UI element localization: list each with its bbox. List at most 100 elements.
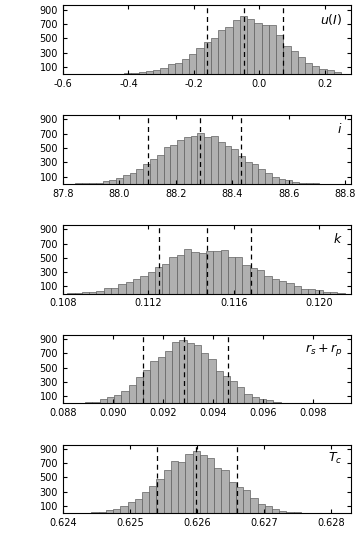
Bar xyxy=(264,276,271,294)
Bar xyxy=(294,512,301,513)
Bar xyxy=(250,498,258,513)
Bar xyxy=(178,463,185,513)
Bar xyxy=(221,470,229,513)
Bar xyxy=(136,377,143,403)
Bar xyxy=(153,70,160,74)
Bar xyxy=(279,511,287,513)
Bar xyxy=(160,68,167,74)
Bar xyxy=(126,282,133,294)
Bar xyxy=(319,69,327,74)
Bar xyxy=(225,146,231,184)
Bar xyxy=(230,381,237,403)
Bar xyxy=(299,182,306,184)
Bar xyxy=(186,343,194,403)
Bar xyxy=(242,265,250,294)
Bar xyxy=(211,136,218,184)
Bar xyxy=(250,268,257,294)
Bar xyxy=(106,510,113,513)
Bar xyxy=(191,136,197,184)
Bar xyxy=(157,155,163,184)
Bar xyxy=(118,284,126,294)
Bar xyxy=(175,62,182,74)
Bar xyxy=(185,454,193,513)
Bar xyxy=(240,16,247,74)
Bar xyxy=(237,388,244,403)
Bar xyxy=(143,370,150,403)
Bar xyxy=(170,257,177,294)
Bar xyxy=(150,361,158,403)
Text: $u(I)$: $u(I)$ xyxy=(320,12,342,27)
Bar xyxy=(114,395,121,403)
Bar xyxy=(315,290,323,294)
Bar xyxy=(204,42,211,74)
Text: $i$: $i$ xyxy=(337,122,342,136)
Bar xyxy=(233,20,240,74)
Bar xyxy=(172,342,179,403)
Bar xyxy=(259,400,266,403)
Bar xyxy=(197,48,204,74)
Bar xyxy=(218,142,225,184)
Bar xyxy=(216,371,223,403)
Bar xyxy=(85,402,92,403)
Bar xyxy=(127,502,135,513)
Bar xyxy=(136,169,143,184)
Text: $k$: $k$ xyxy=(333,232,342,246)
Bar xyxy=(288,402,295,403)
Bar xyxy=(155,267,162,294)
Bar xyxy=(330,292,337,294)
Bar xyxy=(96,183,103,184)
Bar xyxy=(142,492,149,513)
Bar xyxy=(146,71,153,74)
Bar xyxy=(191,252,199,294)
Bar xyxy=(247,19,255,74)
Bar xyxy=(158,357,165,403)
Bar xyxy=(131,73,139,74)
Bar xyxy=(213,251,221,294)
Bar xyxy=(89,292,96,294)
Bar xyxy=(165,351,172,403)
Bar xyxy=(104,288,111,294)
Bar xyxy=(258,504,265,513)
Bar xyxy=(262,26,269,74)
Bar xyxy=(140,275,148,294)
Bar xyxy=(123,175,130,184)
Bar xyxy=(103,181,109,184)
Bar xyxy=(163,147,170,184)
Text: $T_c$: $T_c$ xyxy=(328,451,342,466)
Text: $r_s+r_p$: $r_s+r_p$ xyxy=(305,342,342,358)
Bar xyxy=(308,288,315,294)
Bar xyxy=(207,458,214,513)
Bar xyxy=(218,30,225,74)
Bar xyxy=(306,183,312,184)
Bar xyxy=(116,178,123,184)
Bar xyxy=(156,479,164,513)
Bar xyxy=(201,353,208,403)
Bar xyxy=(121,391,129,403)
Bar xyxy=(164,470,171,513)
Bar xyxy=(99,400,107,403)
Bar xyxy=(258,169,265,184)
Bar xyxy=(279,179,285,184)
Bar xyxy=(211,37,218,74)
Bar xyxy=(225,27,233,74)
Bar xyxy=(285,180,292,184)
Bar xyxy=(82,292,89,294)
Bar xyxy=(179,340,186,403)
Bar xyxy=(231,149,238,184)
Bar xyxy=(243,490,250,513)
Bar xyxy=(214,468,221,513)
Bar xyxy=(244,394,252,403)
Bar xyxy=(120,506,127,513)
Bar xyxy=(89,183,96,184)
Bar xyxy=(130,173,136,184)
Bar xyxy=(129,386,136,403)
Bar xyxy=(255,23,262,74)
Bar xyxy=(199,254,206,294)
Bar xyxy=(143,164,150,184)
Bar xyxy=(245,162,252,184)
Bar xyxy=(298,58,305,74)
Bar xyxy=(149,487,156,513)
Bar xyxy=(272,177,279,184)
Bar xyxy=(107,397,114,403)
Bar xyxy=(272,509,279,513)
